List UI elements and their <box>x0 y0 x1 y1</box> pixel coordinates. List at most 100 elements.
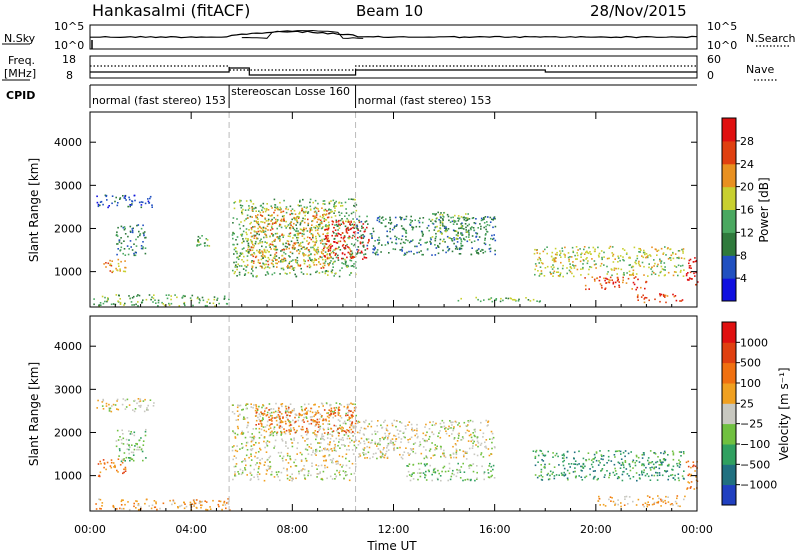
data-cell <box>662 452 665 455</box>
data-cell <box>277 207 279 210</box>
data-cell <box>269 461 271 463</box>
data-cell <box>596 478 599 481</box>
data-cell <box>536 476 539 479</box>
data-cell <box>581 479 584 481</box>
data-cell <box>595 263 597 265</box>
data-cell <box>481 248 483 251</box>
data-cell <box>256 473 259 476</box>
data-cell <box>668 257 671 259</box>
data-cell <box>385 435 387 438</box>
data-cell <box>279 238 281 241</box>
data-cell <box>239 404 242 407</box>
data-cell <box>306 449 309 451</box>
data-cell <box>672 477 675 479</box>
data-cell <box>463 455 465 458</box>
data-cell <box>431 479 433 482</box>
data-cell <box>317 210 320 212</box>
data-cell <box>358 421 361 423</box>
data-cell <box>337 412 340 414</box>
data-cell <box>599 276 601 278</box>
data-cell <box>395 225 398 227</box>
data-cell <box>400 438 403 440</box>
data-cell <box>475 250 477 252</box>
data-cell <box>303 237 306 240</box>
data-cell <box>276 432 278 434</box>
data-cell <box>635 288 637 291</box>
data-cell <box>653 272 655 274</box>
data-cell <box>99 302 102 304</box>
data-cell <box>462 450 465 453</box>
data-cell <box>317 412 320 414</box>
data-cell <box>440 212 442 214</box>
data-cell <box>129 205 131 208</box>
data-cell <box>233 248 236 251</box>
data-cell <box>287 405 290 408</box>
data-cell <box>344 247 347 250</box>
data-cell <box>269 215 272 217</box>
data-cell <box>487 469 489 471</box>
data-cell <box>643 301 646 304</box>
data-cell <box>323 220 326 222</box>
data-cell <box>613 474 616 476</box>
data-cell <box>107 206 109 209</box>
data-cell <box>611 274 613 277</box>
data-cell <box>291 218 293 221</box>
data-cell <box>166 297 169 300</box>
data-cell <box>604 288 606 290</box>
data-cell <box>266 469 268 472</box>
data-cell <box>342 464 344 467</box>
data-cell <box>251 207 254 209</box>
data-cell <box>258 225 261 228</box>
y-tick-label: 2000 <box>54 426 82 439</box>
data-cell <box>418 445 421 447</box>
data-cell <box>334 478 336 480</box>
data-cell <box>437 435 439 438</box>
data-cell <box>109 264 111 266</box>
data-cell <box>649 467 651 469</box>
data-cell <box>236 450 239 453</box>
data-cell <box>293 248 296 250</box>
data-cell <box>563 454 565 457</box>
data-cell <box>238 255 241 257</box>
data-cell <box>355 420 357 422</box>
data-cell <box>320 242 322 244</box>
data-cell <box>263 436 266 438</box>
data-cell <box>204 304 207 307</box>
data-cell <box>251 448 254 450</box>
data-cell <box>378 236 380 239</box>
data-cell <box>376 425 378 427</box>
data-cell <box>657 495 659 497</box>
data-cell <box>578 450 580 453</box>
data-cell <box>330 260 332 262</box>
data-cell <box>363 253 365 256</box>
data-cell <box>257 478 260 481</box>
data-cell <box>454 420 457 423</box>
data-cell <box>616 280 619 282</box>
data-cell <box>250 403 252 405</box>
data-cell <box>589 266 591 268</box>
data-cell <box>646 503 649 506</box>
data-cell <box>664 499 666 502</box>
data-cell <box>265 246 267 248</box>
data-cell <box>362 246 365 248</box>
data-cell <box>383 447 385 449</box>
data-cell <box>190 502 192 505</box>
data-cell <box>489 250 492 253</box>
data-cell <box>327 232 329 234</box>
data-cell <box>301 469 303 471</box>
data-cell <box>242 408 244 411</box>
data-cell <box>643 274 645 276</box>
data-cell <box>534 268 536 271</box>
data-cell <box>443 455 446 457</box>
data-cell <box>260 227 263 230</box>
data-cell <box>306 427 308 430</box>
data-cell <box>362 245 364 247</box>
data-cell <box>310 443 312 445</box>
data-cell <box>347 221 350 223</box>
data-cell <box>287 462 290 464</box>
data-cell <box>561 247 563 250</box>
data-cell <box>96 407 98 409</box>
data-cell <box>454 220 457 223</box>
y-tick-label: 3000 <box>54 383 82 396</box>
data-cell <box>273 476 276 478</box>
